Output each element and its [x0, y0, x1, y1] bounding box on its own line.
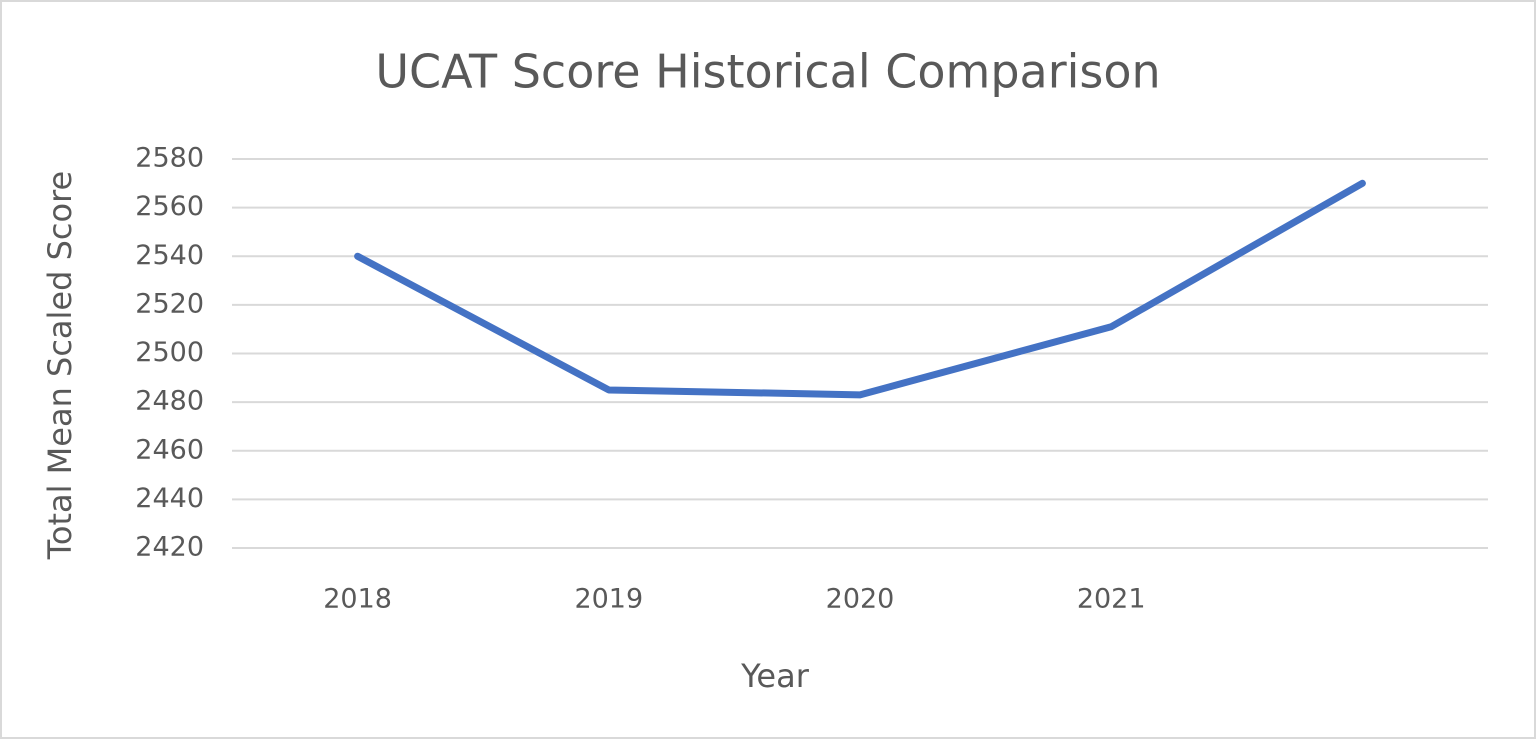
- y-axis-label: Total Mean Scaled Score: [41, 171, 79, 560]
- y-tick-label: 2440: [135, 483, 204, 514]
- y-tick-label: 2500: [135, 337, 204, 368]
- y-tick-label: 2540: [135, 240, 204, 271]
- y-tick-label: 2520: [135, 288, 204, 319]
- chart-title: UCAT Score Historical Comparison: [375, 45, 1160, 99]
- y-tick-label: 2560: [135, 191, 204, 222]
- x-axis-label: Year: [740, 657, 810, 695]
- x-tick-label: 2021: [1077, 584, 1146, 615]
- y-tick-label: 2580: [135, 143, 204, 174]
- x-tick-label: 2020: [826, 584, 895, 615]
- x-tick-label: 2018: [323, 584, 392, 615]
- y-tick-label: 2460: [135, 434, 204, 465]
- x-tick-label: 2019: [574, 584, 643, 615]
- data-line: [354, 179, 1366, 399]
- y-tick-label: 2480: [135, 386, 204, 417]
- y-tick-label: 2420: [135, 532, 204, 563]
